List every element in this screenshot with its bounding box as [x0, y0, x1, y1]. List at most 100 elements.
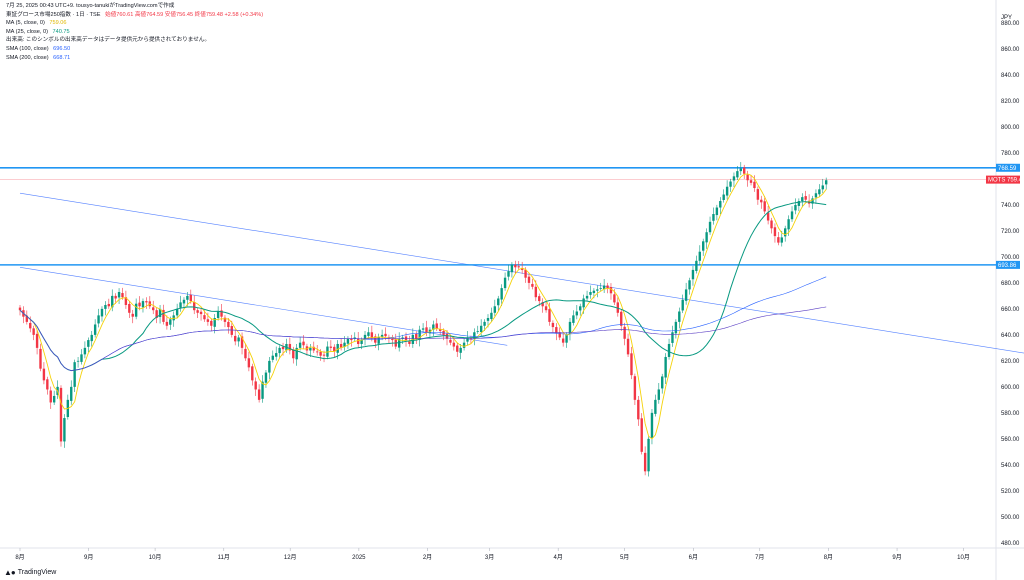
- candle-body: [49, 390, 52, 403]
- candle-body: [503, 277, 507, 289]
- candle-body: [39, 348, 42, 369]
- candle-body: [609, 287, 613, 294]
- x-tick-label: 2月: [423, 554, 432, 561]
- candle-body: [702, 241, 705, 251]
- indicator-sma200[interactable]: SMA (200, close) 668.71: [6, 54, 263, 63]
- candle-body: [500, 288, 503, 300]
- candle-body: [514, 264, 517, 268]
- candle-body: [141, 301, 145, 308]
- candle-body: [531, 283, 534, 287]
- y-tick-label: 620.00: [1001, 359, 1020, 365]
- candle-body: [73, 362, 76, 387]
- candle-body: [240, 336, 244, 348]
- candle-body: [93, 324, 97, 335]
- candle-body: [234, 335, 237, 342]
- candle-body: [380, 334, 384, 338]
- candle-body: [534, 286, 538, 298]
- y-tick-label: 700.00: [1001, 255, 1020, 261]
- candle-body: [309, 347, 312, 351]
- candle-body: [384, 333, 387, 337]
- candle-body: [606, 285, 609, 289]
- candle-body: [722, 194, 725, 200]
- candle-body: [520, 268, 524, 270]
- candle-body: [674, 321, 678, 334]
- candle-body: [592, 290, 596, 294]
- indicator-value: 696.50: [53, 45, 71, 52]
- candle-body: [452, 342, 456, 347]
- candle-body: [155, 310, 158, 318]
- candle-body: [322, 354, 326, 356]
- candle-body: [647, 438, 650, 472]
- candle-body: [134, 303, 138, 317]
- candle-body: [298, 342, 302, 348]
- sma200-line: [19, 306, 827, 371]
- candle-body: [63, 418, 66, 442]
- candle-body: [223, 317, 227, 322]
- y-tick-label: 640.00: [1001, 333, 1020, 339]
- candle-body: [29, 322, 32, 329]
- candle-body: [186, 295, 189, 300]
- candle-body: [568, 321, 572, 334]
- candle-body: [114, 295, 117, 299]
- candle-body: [162, 309, 165, 322]
- candle-body: [216, 311, 220, 318]
- indicator-ma5[interactable]: MA (5, close, 0) 759.06: [6, 19, 263, 28]
- candle-body: [548, 309, 551, 322]
- candle-body: [773, 227, 777, 237]
- candle-body: [25, 315, 29, 322]
- candle-body: [408, 341, 411, 344]
- candle-body: [760, 199, 763, 203]
- candle-body: [678, 311, 681, 322]
- symbol-row[interactable]: 東証グロース市場250指数 · 1日 · TSE 始値760.61 高値764.…: [6, 11, 263, 20]
- candle-body: [746, 174, 749, 181]
- indicator-sma100[interactable]: SMA (100, close) 696.50: [6, 45, 263, 54]
- indicator-value: 668.71: [53, 54, 71, 61]
- candle-body: [356, 338, 360, 344]
- candle-body: [220, 310, 223, 317]
- indicator-volume[interactable]: 出来高: このシンボルの出来高データはデータ提供元から提供されておりません。: [6, 36, 263, 45]
- candle-body: [363, 334, 367, 340]
- candle-body: [749, 180, 753, 183]
- candle-body: [814, 193, 818, 198]
- y-tick-label: 880.00: [1001, 21, 1020, 27]
- candle-body: [87, 340, 90, 347]
- candle-body: [739, 168, 742, 172]
- candle-body: [213, 317, 216, 327]
- candle-body: [203, 315, 206, 320]
- candle-body: [247, 358, 251, 368]
- candle-body: [538, 296, 541, 302]
- candle-body: [671, 332, 674, 343]
- ohlc-values: 始値760.61 高値764.59 安値756.45 終値759.48 +2.5…: [105, 11, 264, 18]
- candle-body: [732, 176, 736, 181]
- candle-body: [100, 308, 104, 317]
- candle-body: [421, 328, 425, 330]
- candle-body: [353, 337, 356, 340]
- candle-body: [794, 204, 797, 211]
- candle-body: [743, 167, 746, 174]
- y-tick-label: 480.00: [1001, 541, 1020, 547]
- candle-body: [510, 264, 514, 273]
- indicator-ma25[interactable]: MA (25, close, 0) 740.75: [6, 28, 263, 37]
- candle-body: [462, 342, 466, 348]
- tradingview-brand[interactable]: ▲● TradingView: [4, 568, 56, 577]
- candle-body: [152, 307, 155, 311]
- x-tick-label: 10月: [149, 554, 162, 561]
- candle-body: [790, 211, 794, 220]
- x-tick-label: 8月: [824, 554, 833, 561]
- x-tick-label: 8月: [15, 554, 24, 561]
- candle-body: [602, 285, 606, 290]
- candle-body: [435, 323, 438, 329]
- y-tick-label: 740.00: [1001, 203, 1020, 209]
- chart-legend: 7月 25, 2025 00:43 UTC+9. tousyo-tanukiがT…: [6, 2, 263, 62]
- candle-body: [124, 297, 128, 305]
- candle-body: [32, 328, 35, 335]
- candle-body: [404, 336, 408, 341]
- candle-body: [70, 386, 73, 401]
- candle-body: [401, 337, 404, 339]
- candle-body: [319, 351, 322, 356]
- candle-body: [490, 312, 493, 320]
- y-tick-label: 600.00: [1001, 385, 1020, 391]
- indicator-value: 759.06: [49, 20, 67, 27]
- x-tick-label: 12月: [284, 554, 297, 561]
